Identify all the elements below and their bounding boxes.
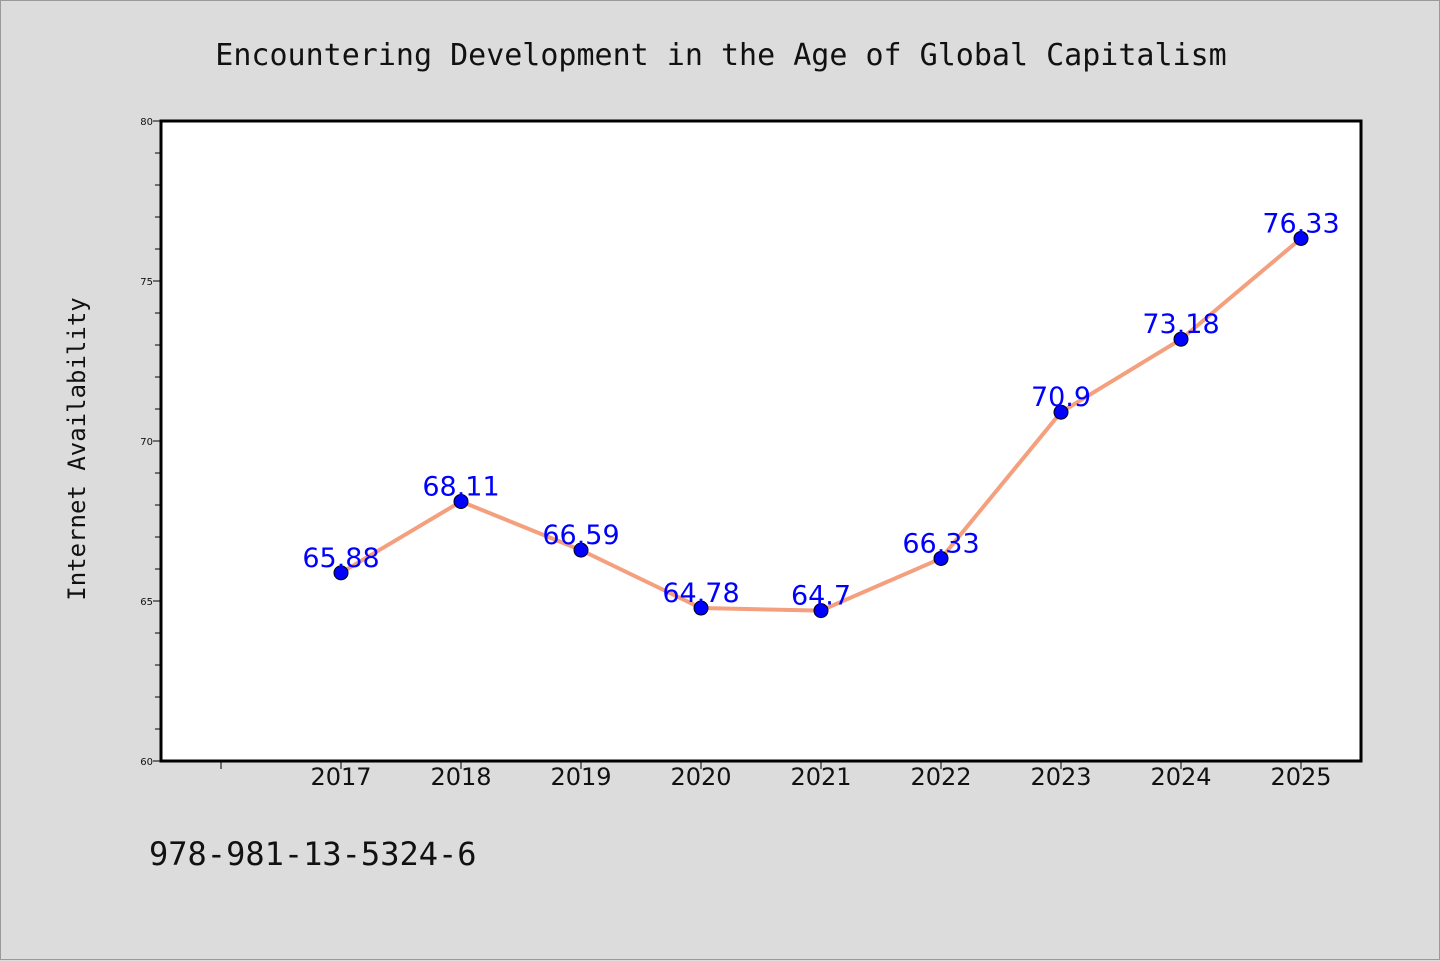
- y-axis-ticks: 60 65 70 75 80: [140, 117, 161, 768]
- x-tick-label: 2023: [1030, 763, 1091, 791]
- data-point-marker: [453, 493, 469, 509]
- x-tick-label: 2025: [1270, 763, 1331, 791]
- data-point-marker: [1293, 230, 1309, 246]
- data-label: 64.78: [662, 578, 739, 609]
- x-tick-label: 2017: [310, 763, 371, 791]
- data-label: 70.9: [1031, 382, 1091, 413]
- y-tick-label: 75: [140, 277, 153, 288]
- data-label: 68.11: [422, 471, 499, 502]
- x-tick-label: 2022: [910, 763, 971, 791]
- footer-isbn: 978-981-13-5324-6: [149, 835, 477, 873]
- y-tick-label: 70: [140, 437, 153, 448]
- y-tick-label: 80: [140, 117, 153, 128]
- data-point-marker: [813, 603, 829, 619]
- data-point-marker: [933, 550, 949, 566]
- data-point-marker: [1053, 404, 1069, 420]
- data-label: 76.33: [1262, 208, 1339, 239]
- x-axis-ticks: 2017 2018 2019 2020 2021 2022 2023 2024 2025: [220, 761, 1332, 791]
- x-tick-label: 2024: [1150, 763, 1211, 791]
- data-label: 65.88: [302, 543, 379, 574]
- x-tick-label: 2019: [550, 763, 611, 791]
- y-tick-label: 60: [140, 757, 153, 768]
- data-point-marker: [333, 565, 349, 581]
- data-label: 66.59: [542, 520, 619, 551]
- data-label: 66.33: [902, 528, 979, 559]
- data-series: [333, 230, 1309, 619]
- data-point-marker: [693, 600, 709, 616]
- x-tick-label: 2021: [790, 763, 851, 791]
- data-label: 73.18: [1142, 309, 1219, 340]
- y-axis-label: Internet Availability: [63, 297, 91, 600]
- x-tick-label: 2020: [670, 763, 731, 791]
- data-point-marker: [573, 542, 589, 558]
- y-tick-label: 65: [140, 597, 153, 608]
- plot-area: [159, 119, 1363, 763]
- chart-title: Encountering Development in the Age of G…: [215, 38, 1226, 73]
- data-label: 64.7: [791, 581, 851, 612]
- x-tick-label: 2018: [430, 763, 491, 791]
- data-point-marker: [1173, 331, 1189, 347]
- data-labels: 65.88 68.11 66.59 64.78 64.7 66.33 70.9 73.18 76…: [302, 208, 1339, 611]
